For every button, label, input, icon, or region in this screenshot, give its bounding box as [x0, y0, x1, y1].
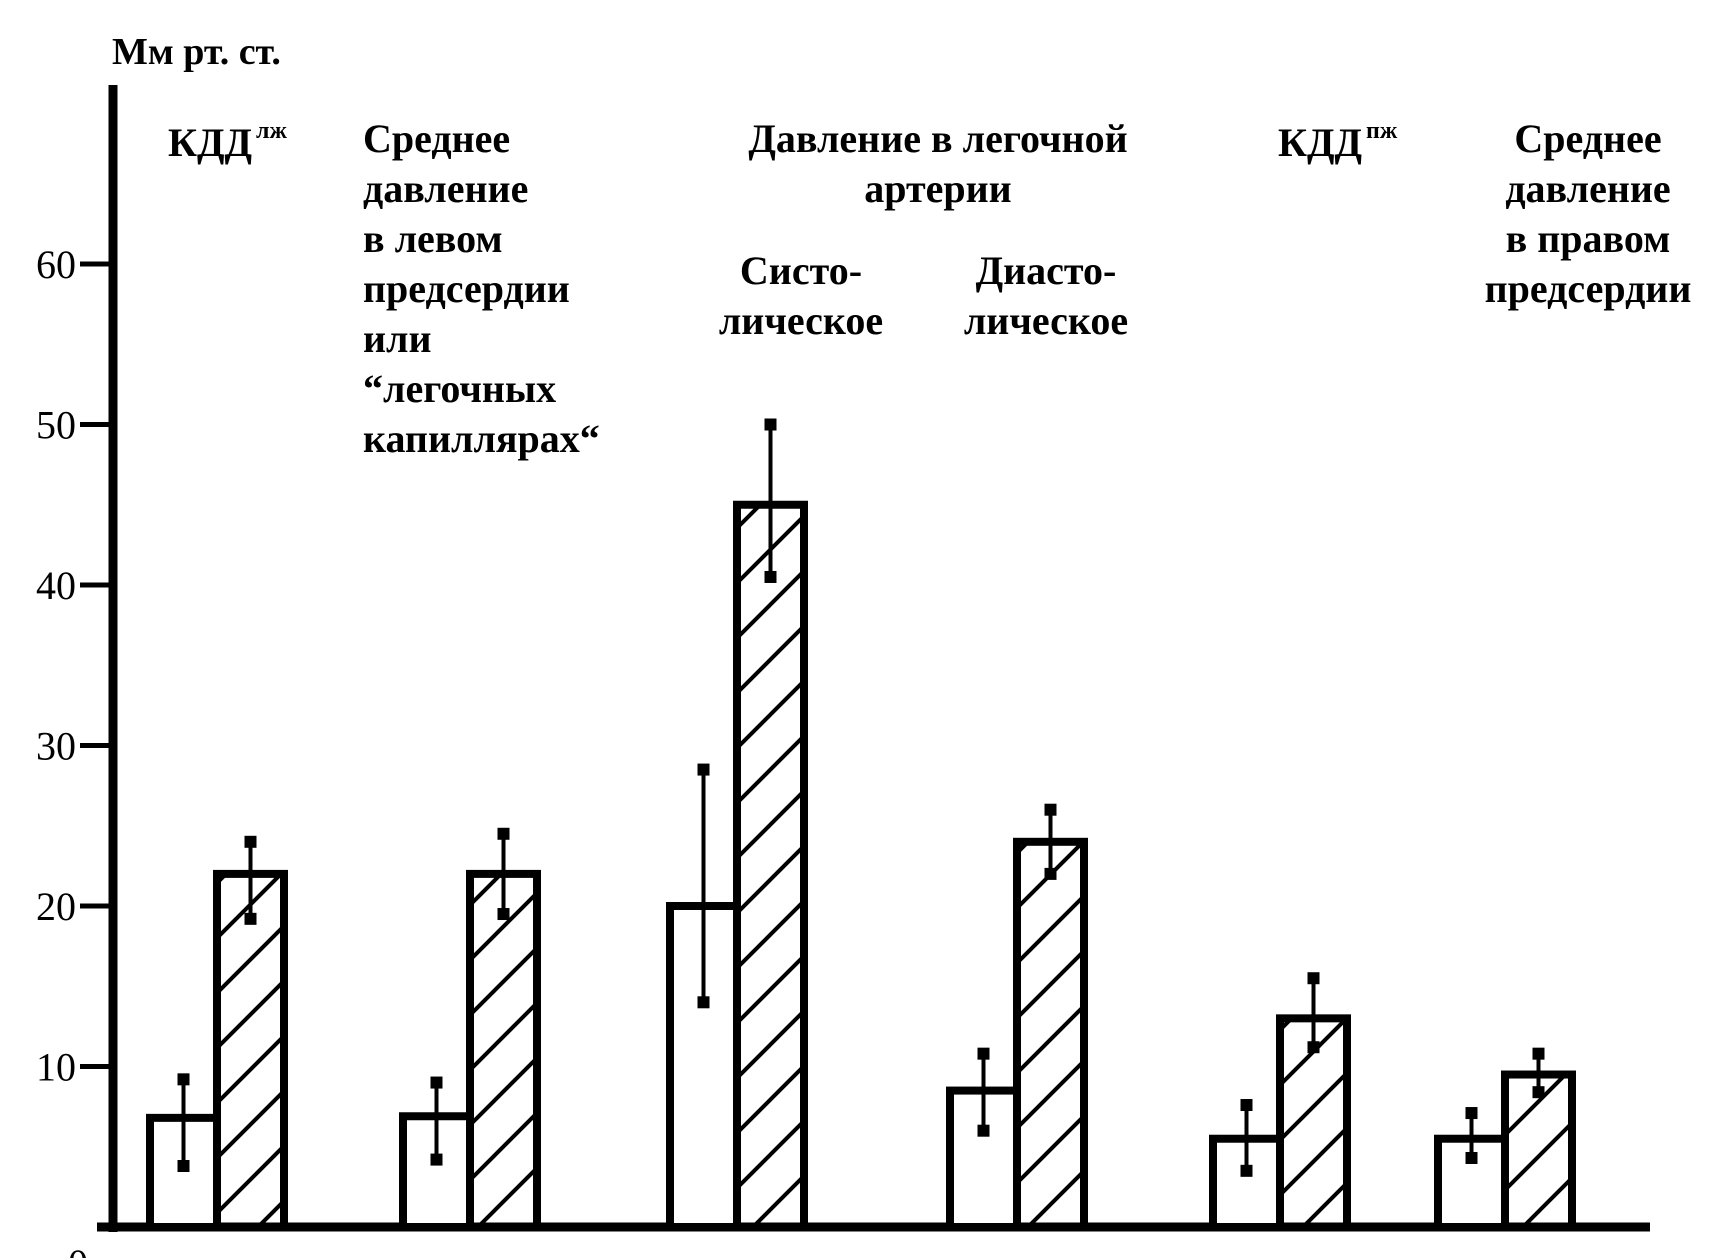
- category-label-line: в левом: [363, 216, 503, 261]
- y-tick-label: 20: [36, 884, 76, 929]
- error-cap: [764, 418, 777, 431]
- category-label-line: или: [363, 316, 432, 361]
- category-label-line: давление: [1505, 166, 1670, 211]
- error-cap: [977, 1124, 990, 1137]
- y-axis-label: Мм рт. ст.: [112, 31, 281, 73]
- bars: [146, 418, 1576, 1232]
- error-cap: [977, 1047, 990, 1060]
- error-cap: [244, 835, 257, 848]
- bar: [733, 500, 808, 1231]
- error-cap: [177, 1160, 190, 1173]
- category-label-line: давление: [363, 166, 528, 211]
- category-label-line: в правом: [1506, 216, 1671, 261]
- bar: [1013, 837, 1088, 1231]
- axes: [97, 85, 1650, 1232]
- group-header-line: артерии: [864, 166, 1011, 211]
- y-tick-label: 30: [36, 724, 76, 769]
- category-label-line: Среднее: [363, 116, 510, 161]
- error-cap: [1532, 1086, 1545, 1099]
- category-label-superscript: пж: [1366, 118, 1398, 144]
- bar: [1434, 1134, 1509, 1231]
- error-cap: [1307, 1041, 1320, 1054]
- error-cap: [497, 908, 510, 921]
- y-tick-label: 40: [36, 563, 76, 608]
- error-cap: [1240, 1099, 1253, 1112]
- y-ticks: 0 10 20 30 40 50 60: [36, 242, 113, 1258]
- category-label: Среднее давление в левом предсердии или “лего…: [363, 116, 600, 461]
- category-label: КДД лж: [168, 118, 288, 165]
- bar: [466, 869, 541, 1232]
- y-tick-label: 60: [36, 242, 76, 287]
- category-label-line: КДД: [1278, 120, 1362, 165]
- category-label-line: капиллярах“: [363, 416, 600, 461]
- category-label-line: КДД: [168, 120, 252, 165]
- error-cap: [1465, 1107, 1478, 1120]
- category-label-line: предсердии: [1485, 266, 1692, 311]
- error-cap: [1240, 1164, 1253, 1177]
- error-cap: [697, 996, 710, 1009]
- error-cap: [430, 1076, 443, 1089]
- error-cap: [1044, 867, 1057, 880]
- category-labels: КДД лж Среднее давление в левом предсердии или…: [168, 116, 1691, 461]
- category-label: Систо-лическое: [719, 248, 883, 343]
- error-cap: [1465, 1151, 1478, 1164]
- bar: [666, 902, 741, 1231]
- error-cap: [244, 912, 257, 925]
- y-tick-label: 10: [36, 1045, 76, 1090]
- error-cap: [1307, 972, 1320, 985]
- error-cap: [177, 1073, 190, 1086]
- error-cap: [764, 570, 777, 583]
- category-label: КДД пж: [1278, 118, 1398, 165]
- error-cap: [430, 1153, 443, 1166]
- bar: [1501, 1070, 1576, 1232]
- bar: [213, 869, 288, 1232]
- category-label-line: лическое: [964, 298, 1128, 343]
- group-header-line: Давление в легочной: [748, 116, 1127, 161]
- category-label: Диасто-лическое: [964, 248, 1128, 343]
- y-tick-label: 50: [36, 403, 76, 448]
- category-label-line: Среднее: [1514, 116, 1661, 161]
- error-cap: [497, 827, 510, 840]
- error-cap: [697, 763, 710, 776]
- error-cap: [1532, 1047, 1545, 1060]
- y-tick-label: 0: [68, 1241, 88, 1258]
- category-label-line: Систо-: [740, 248, 862, 293]
- category-label-line: Диасто-: [976, 248, 1117, 293]
- category-label-line: “легочных: [363, 366, 556, 411]
- category-label-line: лическое: [719, 298, 883, 343]
- error-cap: [1044, 803, 1057, 816]
- group-header-label: Давление в легочной артерии: [748, 116, 1127, 211]
- category-label-line: предсердии: [363, 266, 570, 311]
- category-label-superscript: лж: [256, 118, 287, 144]
- category-label: Среднее давление в правом предсердии: [1485, 116, 1692, 311]
